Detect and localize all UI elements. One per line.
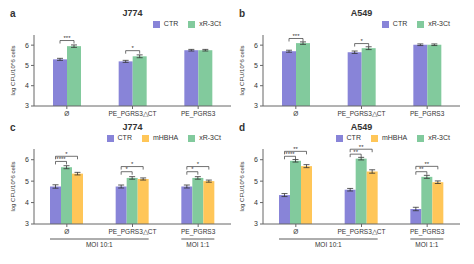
svg-text:MOI 1:1: MOI 1:1 — [415, 241, 439, 248]
html-text:A549: A549 — [350, 8, 373, 18]
svg-text:5: 5 — [254, 178, 258, 185]
svg-text:log CFU/10^6 cells: log CFU/10^6 cells — [10, 161, 16, 211]
html-text:mHBHA: mHBHA — [381, 134, 408, 141]
html-text:mHBHA: mHBHA — [152, 134, 179, 141]
svg-text:PE_PGRS3△CT: PE_PGRS3△CT — [338, 110, 386, 118]
svg-text:*: * — [191, 166, 194, 172]
svg-text:log CFU/10^6 cells: log CFU/10^6 cells — [239, 161, 245, 211]
svg-text:PE_PGRS3△CT: PE_PGRS3△CT — [109, 110, 157, 118]
svg-text:*: * — [131, 161, 134, 167]
svg-text:5: 5 — [254, 62, 258, 69]
html-text:J774: J774 — [122, 122, 143, 132]
svg-text:Ø: Ø — [293, 110, 298, 117]
svg-text:6: 6 — [25, 42, 29, 49]
svg-text:4: 4 — [25, 199, 29, 206]
svg-text:6: 6 — [254, 42, 258, 49]
html-text:CTR: CTR — [346, 134, 361, 141]
html-text:xR-3Ct: xR-3Ct — [199, 134, 221, 141]
html-text:xR-3Ct: xR-3Ct — [428, 134, 450, 141]
html-text:CTR: CTR — [392, 20, 408, 27]
svg-text:PE_PGRS3△CT: PE_PGRS3△CT — [109, 228, 157, 236]
svg-text:MOI 1:1: MOI 1:1 — [186, 241, 210, 248]
svg-text:PE_PGRS3: PE_PGRS3 — [181, 228, 216, 236]
svg-text:log CFU/10^6 cells: log CFU/10^6 cells — [239, 45, 245, 95]
svg-text:**: ** — [359, 144, 364, 150]
svg-text:3: 3 — [254, 220, 258, 227]
svg-text:4: 4 — [254, 199, 258, 206]
svg-text:3: 3 — [25, 220, 29, 227]
html-text:a: a — [10, 8, 16, 19]
html-text:A549: A549 — [350, 122, 373, 132]
svg-text:Ø: Ø — [64, 110, 69, 117]
svg-text:Ø: Ø — [64, 228, 69, 235]
html-text:xR-3Ct: xR-3Ct — [199, 20, 221, 27]
svg-text:4: 4 — [25, 82, 29, 89]
svg-text:5: 5 — [25, 62, 29, 69]
html-text:CTR: CTR — [163, 20, 179, 27]
html-text:CTR: CTR — [117, 134, 132, 141]
svg-text:PE_PGRS3△CT: PE_PGRS3△CT — [338, 228, 386, 236]
svg-text:3: 3 — [254, 102, 258, 109]
html-text:c: c — [10, 122, 16, 133]
svg-text:PE_PGRS3: PE_PGRS3 — [410, 110, 445, 118]
svg-text:**: ** — [424, 161, 429, 167]
svg-text:*: * — [125, 166, 128, 172]
svg-text:log CFU/10^6 cells: log CFU/10^6 cells — [10, 45, 16, 95]
html-text:d: d — [239, 122, 246, 133]
svg-text:6: 6 — [254, 156, 258, 163]
svg-text:****: **** — [56, 156, 66, 162]
svg-text:*: * — [65, 151, 68, 157]
svg-text:MOI 10:1: MOI 10:1 — [315, 241, 342, 248]
svg-text:*: * — [131, 45, 134, 51]
svg-text:***: *** — [292, 33, 300, 39]
svg-text:3: 3 — [25, 102, 29, 109]
svg-text:*: * — [360, 38, 363, 44]
svg-text:6: 6 — [25, 156, 29, 163]
svg-text:**: ** — [419, 166, 424, 172]
svg-text:**: ** — [293, 146, 298, 152]
svg-text:4: 4 — [254, 82, 258, 89]
svg-text:PE_PGRS3: PE_PGRS3 — [410, 228, 445, 236]
svg-text:5: 5 — [25, 178, 29, 185]
svg-text:MOI 10:1: MOI 10:1 — [86, 241, 113, 248]
svg-text:*: * — [197, 161, 200, 167]
svg-text:***: *** — [63, 35, 71, 41]
html-text:J774: J774 — [122, 8, 143, 18]
svg-text:Ø: Ø — [293, 228, 298, 235]
html-text:xR-3Ct: xR-3Ct — [428, 20, 450, 27]
svg-text:PE_PGRS3: PE_PGRS3 — [181, 110, 216, 118]
html-text:b: b — [239, 8, 246, 19]
